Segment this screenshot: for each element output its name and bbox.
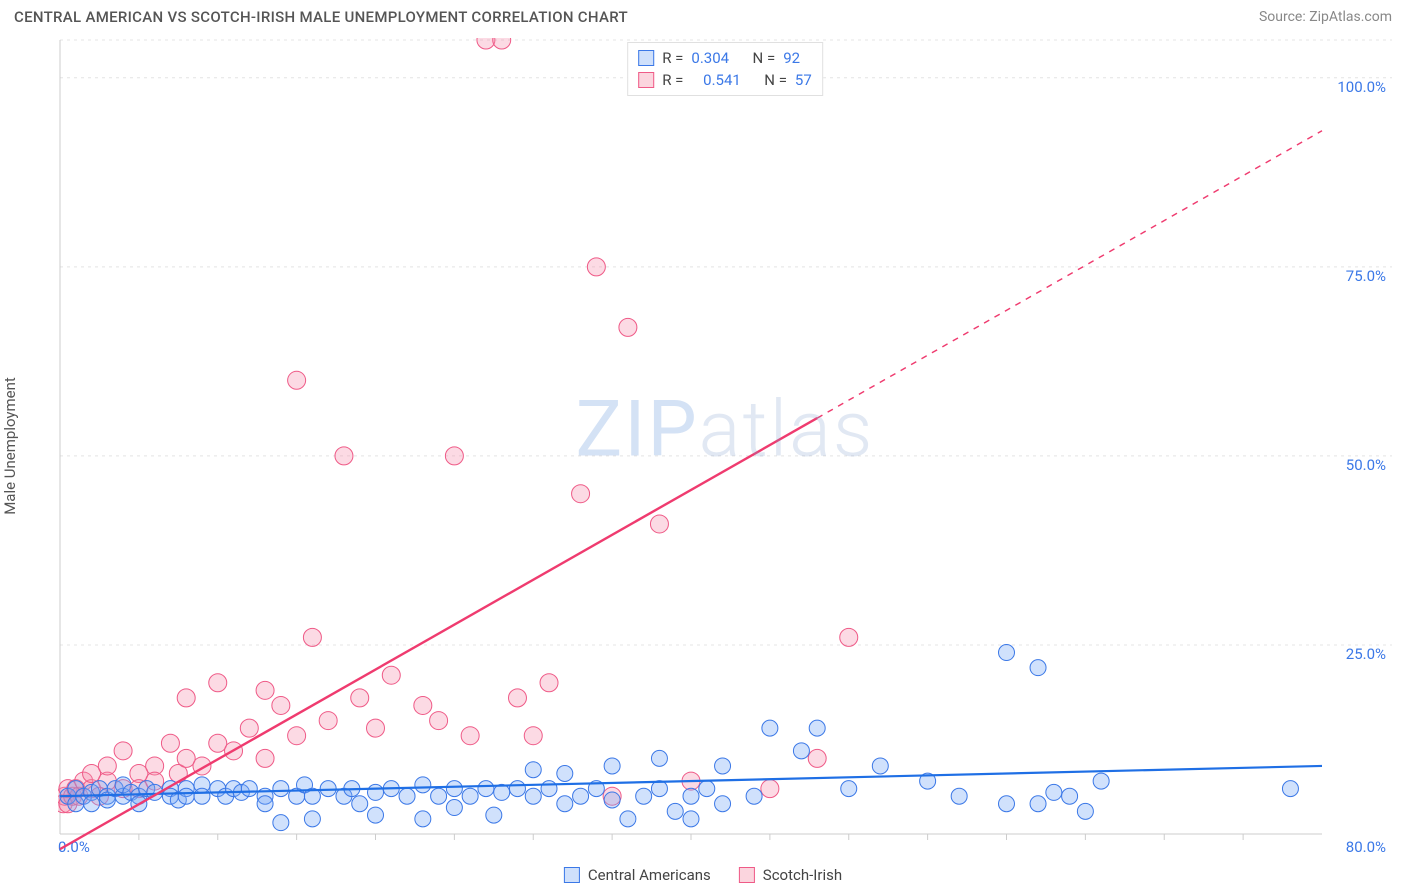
svg-text:100.0%: 100.0% [1337, 78, 1386, 96]
svg-text:50.0%: 50.0% [1346, 456, 1386, 474]
correlation-legend: R = 0.304 N = 92 R = 0.541 N = 57 [627, 42, 823, 96]
legend-item-central-americans: Central Americans [564, 866, 711, 884]
svg-text:80.0%: 80.0% [1346, 838, 1386, 854]
scatter-plot: 25.0%50.0%75.0%100.0%0.0%80.0% ZIPatlas … [58, 38, 1392, 854]
chart-title: CENTRAL AMERICAN VS SCOTCH-IRISH MALE UN… [14, 8, 628, 26]
source-label: Source: ZipAtlas.com [1259, 9, 1392, 25]
series-legend: Central Americans Scotch-Irish [564, 866, 842, 884]
corr-row-pink: R = 0.541 N = 57 [638, 69, 812, 91]
svg-text:25.0%: 25.0% [1346, 645, 1386, 663]
corr-row-blue: R = 0.304 N = 92 [638, 47, 812, 69]
svg-text:75.0%: 75.0% [1346, 267, 1386, 285]
y-axis-label: Male Unemployment [1, 377, 19, 515]
legend-item-scotch-irish: Scotch-Irish [739, 866, 842, 884]
